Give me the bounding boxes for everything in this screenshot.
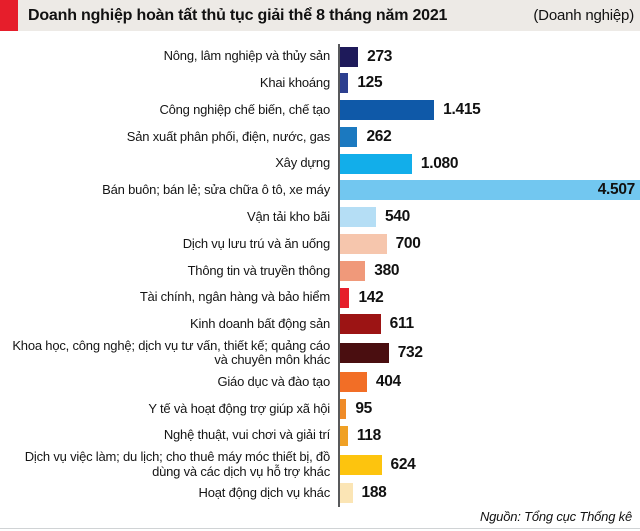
bar-area: 273: [340, 46, 640, 67]
category-label: Khoa học, công nghệ; dịch vụ tư vấn, thi…: [12, 337, 330, 368]
bar: [340, 343, 389, 364]
chart-row: Nông, lâm nghiệp và thủy sản 273: [0, 44, 640, 69]
chart-row: Dịch vụ lưu trú và ăn uống 700: [0, 232, 640, 257]
bar-area: 118: [340, 425, 640, 446]
chart-row: Bán buôn; bán lẻ; sửa chữa ô tô, xe máy 4…: [0, 178, 640, 203]
bar-area: 142: [340, 287, 640, 308]
bar: [340, 372, 367, 393]
bar-area: 700: [340, 234, 640, 255]
value-label: 700: [395, 235, 421, 253]
category-label: Nghệ thuật, vui chơi và giải trí: [163, 427, 330, 443]
bar: [340, 287, 350, 308]
category-label: Nông, lâm nghiệp và thủy sản: [163, 48, 331, 64]
category-label: Khai khoáng: [259, 75, 330, 91]
chart-row: Dịch vụ việc làm; du lịch; cho thuê máy …: [0, 449, 640, 479]
chart-row: Thông tin và truyền thông 380: [0, 258, 640, 283]
category-label: Thông tin và truyền thông: [187, 262, 331, 278]
value-label: 4.507: [597, 181, 636, 199]
category-label: Tài chính, ngân hàng và bảo hiểm: [139, 289, 330, 305]
value-label: 118: [356, 426, 381, 444]
value-label: 273: [367, 47, 393, 65]
bar: [340, 425, 348, 446]
chart-row: Hoạt động dịch vụ khác 188: [0, 481, 640, 506]
bar-chart: Nông, lâm nghiệp và thủy sản 273 Khai khoá…: [0, 44, 640, 506]
bar: [340, 73, 349, 94]
unit-label: (Doanh nghiệp): [533, 7, 634, 24]
bar-area: 4.507: [340, 180, 640, 201]
bar-area: 380: [340, 260, 640, 281]
bar-area: 611: [340, 314, 640, 335]
bottom-divider: [0, 528, 640, 529]
value-label: 142: [358, 288, 384, 306]
chart-row: Giáo dục và đào tạo 404: [0, 370, 640, 395]
category-label: Giáo dục và đào tạo: [217, 373, 330, 389]
bar: [340, 483, 353, 504]
bar: [340, 46, 359, 67]
bar: [340, 260, 366, 281]
chart-row: Vận tải kho bãi 540: [0, 205, 640, 230]
bar-area: 1.080: [340, 153, 640, 174]
value-label: 624: [390, 455, 416, 473]
bar-area: 1.415: [340, 100, 640, 121]
chart-row: Xây dựng 1.080: [0, 151, 640, 176]
chart-row: Công nghiệp chế biến, chế tạo 1.415: [0, 98, 640, 123]
chart-header: Doanh nghiệp hoàn tất thủ tục giải thể 8…: [0, 0, 640, 31]
bar: [340, 207, 376, 228]
bar: [340, 153, 412, 174]
category-label: Kinh doanh bất động sản: [190, 316, 330, 332]
chart-row: Y tế và hoạt động trợ giúp xã hội 95: [0, 396, 640, 421]
bar: [340, 314, 381, 335]
value-label: 262: [366, 127, 392, 145]
bar-area: 125: [340, 73, 640, 94]
red-accent-block: [0, 0, 18, 31]
chart-row: Tài chính, ngân hàng và bảo hiểm 142: [0, 285, 640, 310]
value-label: 95: [355, 399, 372, 417]
chart-row: Nghệ thuật, vui chơi và giải trí 118: [0, 423, 640, 448]
category-label: Công nghiệp chế biến, chế tạo: [159, 101, 330, 117]
category-label: Vận tải kho bãi: [246, 209, 330, 224]
bar-area: 404: [340, 372, 640, 393]
category-label: Hoạt động dịch vụ khác: [198, 485, 331, 501]
bar-area: 188: [340, 483, 640, 504]
bar-area: 95: [340, 398, 640, 419]
category-label: Xây dựng: [275, 155, 330, 171]
category-label: Sản xuất phân phối, điện, nước, gas: [126, 128, 330, 144]
bar-area: 624: [340, 454, 640, 475]
value-label: 611: [389, 315, 414, 333]
value-label: 188: [361, 484, 387, 502]
category-label: Y tế và hoạt động trợ giúp xã hội: [148, 400, 330, 416]
bar: [340, 234, 387, 255]
value-label: 125: [357, 74, 383, 92]
bar: [340, 398, 347, 419]
category-label: Bán buôn; bán lẻ; sửa chữa ô tô, xe máy: [102, 182, 330, 198]
bar: 4.507: [340, 180, 640, 201]
value-label: 732: [397, 344, 423, 362]
bar-area: 540: [340, 207, 640, 228]
axis-line: [338, 44, 340, 507]
source-note: Nguồn: Tổng cục Thống kê: [479, 509, 632, 524]
category-label: Dịch vụ lưu trú và ăn uống: [182, 235, 331, 251]
value-label: 1.080: [420, 154, 459, 172]
bar: [340, 100, 435, 121]
chart-row: Kinh doanh bất động sản 611: [0, 312, 640, 337]
bar: [340, 454, 382, 475]
value-label: 380: [374, 261, 400, 279]
chart-title: Doanh nghiệp hoàn tất thủ tục giải thể 8…: [28, 6, 448, 24]
chart-row: Sản xuất phân phối, điện, nước, gas 262: [0, 124, 640, 149]
value-label: 1.415: [443, 101, 481, 119]
bar-area: 262: [340, 126, 640, 147]
value-label: 404: [375, 373, 401, 391]
chart-row: Khai khoáng 125: [0, 71, 640, 96]
bar: [340, 126, 358, 147]
chart-row: Khoa học, công nghệ; dịch vụ tư vấn, thi…: [0, 337, 640, 368]
bar-area: 732: [340, 343, 640, 364]
category-label: Dịch vụ việc làm; du lịch; cho thuê máy …: [24, 449, 330, 479]
value-label: 540: [384, 208, 410, 226]
